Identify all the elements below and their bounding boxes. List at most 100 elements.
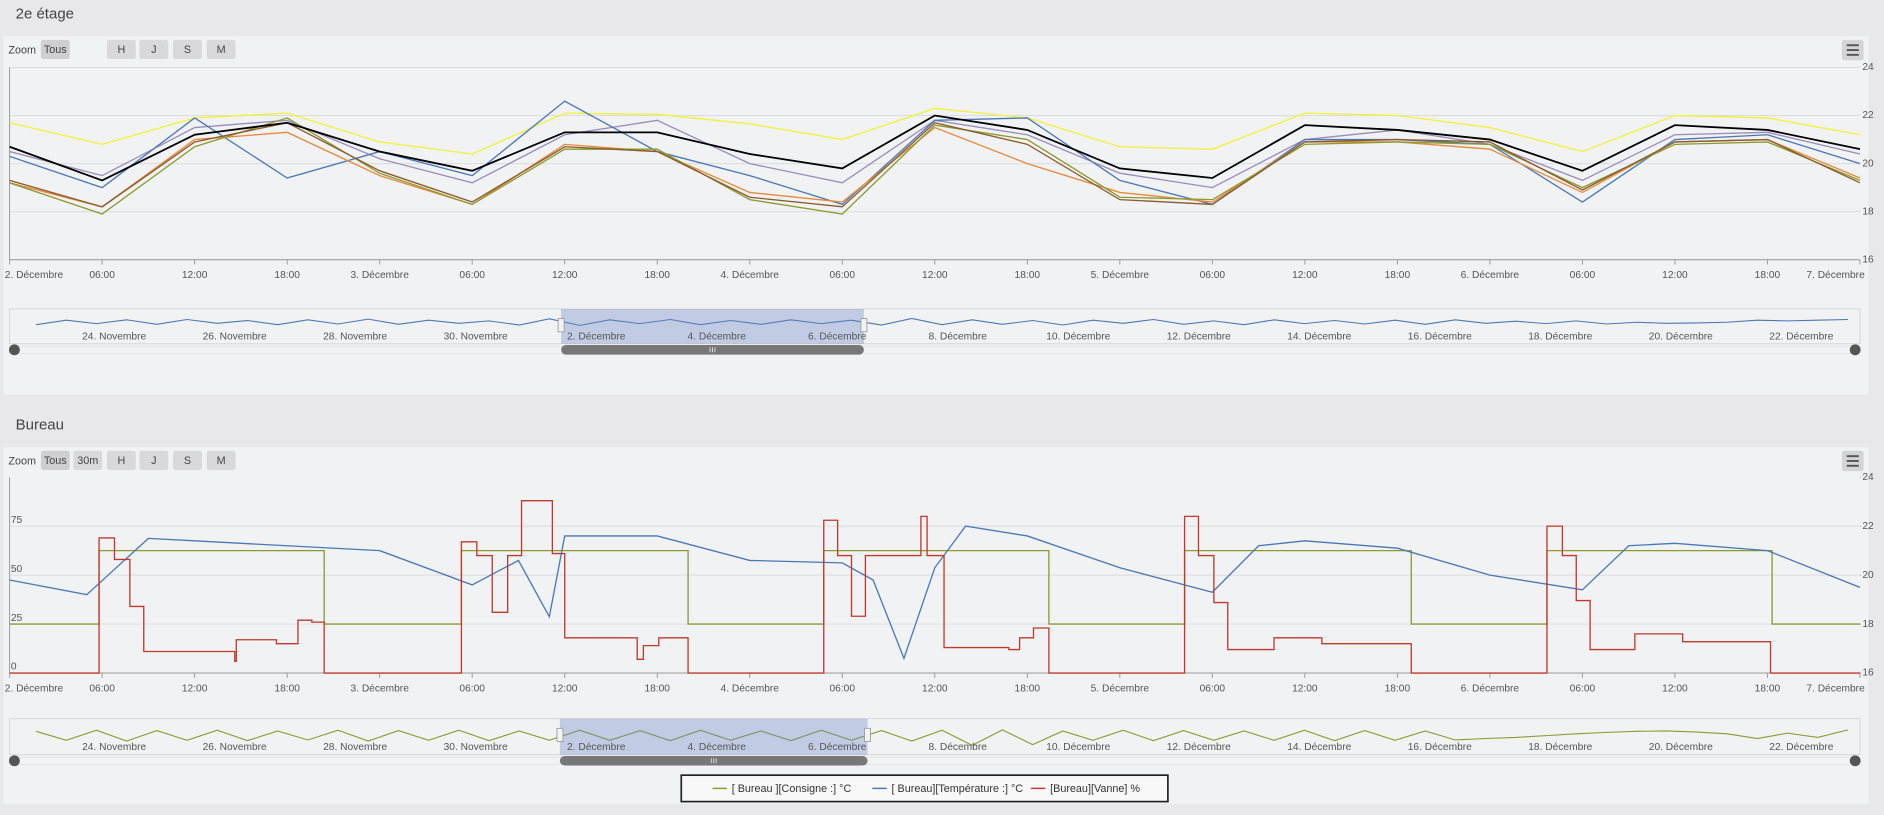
navigator-handle[interactable]	[860, 318, 868, 333]
series-line	[9, 117, 1861, 215]
navigator-label: 10. Décembre	[1046, 331, 1110, 342]
zoom-button-label[interactable]: S	[184, 455, 191, 467]
zoom-button-label[interactable]: H	[117, 455, 125, 467]
x-tick-label: 18:00	[1385, 683, 1411, 694]
zoom-button[interactable]	[106, 450, 136, 470]
navigator-handle[interactable]	[556, 727, 564, 742]
navigator-bg	[9, 308, 1861, 345]
navigator-label: 20. Décembre	[1649, 742, 1713, 753]
navigator-label: 4. Décembre	[688, 742, 747, 753]
x-tick-label: 12:00	[182, 270, 208, 281]
navigator-line	[35, 729, 1849, 746]
zoom-button[interactable]	[73, 450, 103, 470]
zoom-button[interactable]	[173, 39, 202, 60]
y-tick-label: 16	[1862, 254, 1874, 265]
x-tick-label: 12:00	[1662, 683, 1688, 694]
navigator-label: 16. Décembre	[1408, 742, 1472, 753]
navigator-label: 12. Décembre	[1167, 742, 1231, 753]
navigator-label: 8. Décembre	[929, 331, 988, 342]
scrollbar-arrow[interactable]	[1849, 755, 1861, 767]
zoom-label: Zoom	[8, 45, 36, 57]
series-line	[9, 500, 1860, 674]
x-tick-label: 06:00	[1200, 683, 1226, 694]
zoom-button-label[interactable]: M	[217, 455, 226, 467]
x-tick-label: 3. Décembre	[350, 270, 409, 281]
x-tick-label: 18:00	[644, 270, 670, 281]
legend-label[interactable]: [ Bureau ][Consigne :] °C	[732, 783, 852, 795]
zoom-button-label[interactable]: M	[217, 44, 226, 56]
navigator-label: 22. Décembre	[1769, 331, 1833, 342]
series-line	[9, 525, 1861, 661]
navigator-handle[interactable]	[864, 727, 871, 742]
series-line	[9, 107, 1861, 155]
x-tick-label: 6. Décembre	[1461, 270, 1520, 281]
y-tick-label: 50	[11, 564, 23, 575]
x-tick-label: 06:00	[89, 270, 115, 281]
x-tick-label: 5. Décembre	[1091, 270, 1150, 281]
x-tick-label: 4. Décembre	[721, 683, 780, 694]
scrollbar-track	[9, 756, 1861, 765]
x-tick-label: 18:00	[1015, 270, 1041, 281]
x-tick-label: 12:00	[552, 683, 578, 694]
scrollbar-track	[9, 345, 1861, 354]
x-tick-label: 06:00	[829, 270, 855, 281]
y-tick-label: 20	[1862, 158, 1874, 169]
x-tick-label: 12:00	[922, 270, 948, 281]
x-tick-label: 18:00	[1755, 683, 1781, 694]
zoom-button-label[interactable]: J	[151, 44, 156, 56]
scrollbar-arrow[interactable]	[9, 755, 20, 767]
scrollbar-arrow[interactable]	[1849, 344, 1861, 356]
navigator-label: 28. Novembre	[323, 331, 387, 342]
zoom-button[interactable]	[206, 39, 236, 60]
x-tick-label: 12:00	[1292, 683, 1318, 694]
navigator-label: 14. Décembre	[1287, 331, 1351, 342]
navigator-selection[interactable]	[559, 718, 868, 755]
zoom-label: Zoom	[8, 455, 36, 467]
x-tick-label: 06:00	[829, 683, 855, 694]
zoom-button[interactable]	[40, 39, 70, 60]
series-line	[9, 126, 1861, 208]
x-tick-label: 12:00	[1662, 270, 1688, 281]
zoom-button-label[interactable]: S	[184, 44, 191, 56]
x-tick-label: 12:00	[922, 683, 948, 694]
navigator-handle[interactable]	[557, 318, 565, 333]
zoom-button[interactable]	[139, 450, 169, 470]
navigator-label: 14. Décembre	[1287, 742, 1351, 753]
zoom-button[interactable]	[139, 39, 169, 60]
y2-tick-label: 24	[1862, 472, 1874, 483]
zoom-button[interactable]	[206, 450, 236, 470]
navigator-line	[35, 317, 1848, 326]
y-tick-label: 18	[1862, 206, 1874, 217]
zoom-button-label[interactable]: 30m	[77, 455, 98, 467]
navigator-label: 26. Novembre	[203, 742, 267, 753]
x-tick-label: 5. Décembre	[1091, 683, 1150, 694]
x-tick-label: 06:00	[459, 683, 485, 694]
x-tick-label: 06:00	[1570, 270, 1596, 281]
x-tick-label: 12:00	[552, 270, 578, 281]
x-tick-label: 18:00	[274, 270, 300, 281]
x-tick-label: 06:00	[1570, 683, 1596, 694]
zoom-button-label[interactable]: H	[117, 44, 125, 56]
zoom-button[interactable]	[106, 39, 136, 60]
x-tick-label: 06:00	[89, 683, 115, 694]
legend-label[interactable]: [Bureau][Vanne] %	[1050, 783, 1140, 795]
navigator-label: 16. Décembre	[1408, 331, 1472, 342]
series-line	[9, 114, 1861, 182]
zoom-button-label[interactable]: J	[151, 455, 156, 467]
navigator-label: 2. Décembre	[567, 742, 626, 753]
scrollbar-arrow[interactable]	[9, 344, 20, 356]
zoom-button[interactable]	[173, 450, 202, 470]
y-tick-label: 24	[1862, 62, 1874, 73]
legend-label[interactable]: [ Bureau][Température :] °C	[892, 783, 1024, 795]
x-tick-label: 06:00	[1200, 270, 1226, 281]
legend-box	[680, 774, 1169, 803]
navigator-label: 28. Novembre	[323, 742, 387, 753]
zoom-button-label[interactable]: Tous	[44, 44, 67, 56]
x-tick-label: 12:00	[182, 683, 208, 694]
navigator-selection[interactable]	[561, 308, 864, 344]
zoom-button[interactable]	[40, 450, 70, 470]
zoom-button-label[interactable]: Tous	[44, 455, 67, 467]
y-tick-label: 0	[11, 662, 17, 673]
navigator-label: 20. Décembre	[1649, 331, 1713, 342]
